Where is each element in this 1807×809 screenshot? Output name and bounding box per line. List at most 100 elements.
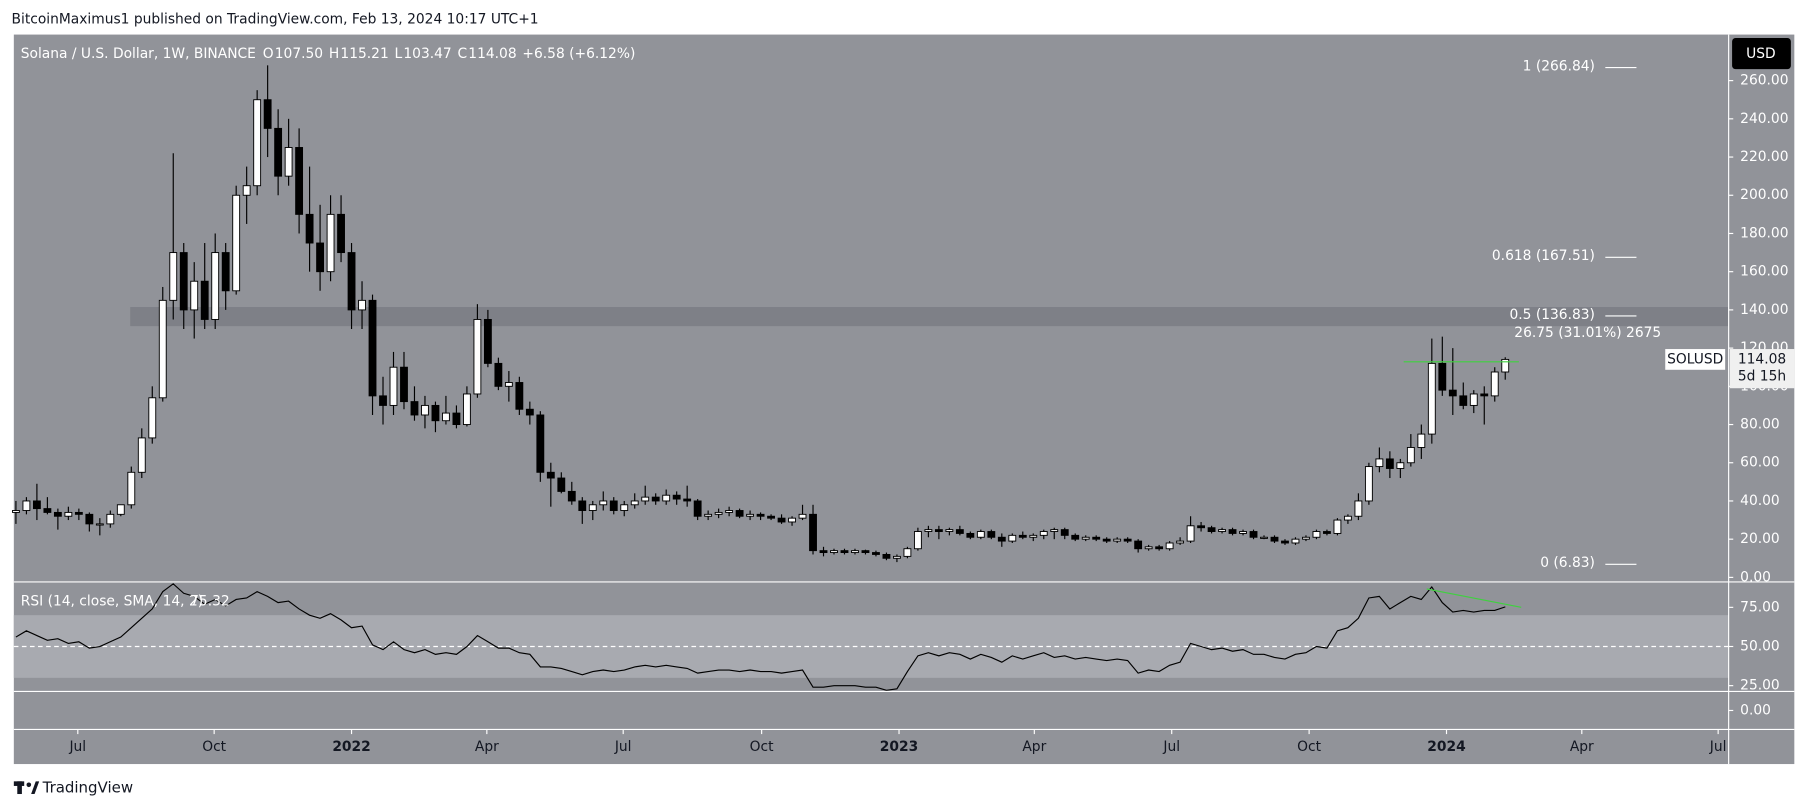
candle-body [872, 552, 880, 555]
candle-body [452, 412, 461, 425]
logo-mark [31, 781, 40, 795]
ohlc-value: 114.08 [468, 46, 516, 62]
x-tick-label: Oct [750, 739, 774, 755]
candle-body [368, 299, 377, 397]
candle-body [683, 498, 692, 502]
candle-body [1123, 538, 1132, 542]
y-tick-label: 40.00 [1740, 493, 1780, 509]
candle-body [704, 513, 713, 517]
candle-body [1186, 525, 1195, 542]
candle-body [1207, 527, 1216, 532]
candle-body [903, 548, 912, 557]
candle-body [400, 366, 408, 403]
rsi-title: RSI (14, close, SMA, 14, 2) [21, 594, 203, 610]
publisher: BitcoinMaximus1 published on TradingView… [12, 12, 539, 28]
candle-body [442, 412, 450, 422]
candle-body [1029, 534, 1038, 538]
y-tick-label: 0.00 [1740, 702, 1771, 718]
countdown: 5d 15h [1738, 369, 1786, 385]
candle-body [263, 99, 272, 129]
candle-body [504, 382, 513, 387]
candle-body [1039, 531, 1048, 536]
candle-body [987, 531, 996, 538]
ohlc-key: L [395, 46, 403, 62]
y-tick-label: 220.00 [1740, 149, 1788, 165]
candle-body [1354, 500, 1363, 517]
y-tick-label: 240.00 [1740, 111, 1788, 127]
candle-body [924, 529, 933, 532]
candle-body [85, 513, 94, 525]
candle-body [232, 194, 241, 292]
y-tick-label: 200.00 [1740, 187, 1788, 203]
candle-body [1406, 447, 1415, 464]
candle-body [483, 318, 492, 364]
currency[interactable]: USD [1746, 46, 1776, 62]
fib-label: 0.5 (136.83) [1509, 307, 1594, 323]
candle-body [337, 213, 345, 254]
y-tick-label: 180.00 [1740, 225, 1788, 241]
candle-body [22, 500, 31, 511]
candle-body [106, 513, 115, 525]
fib-label: 1 (266.84) [1523, 58, 1595, 74]
candle-body [861, 550, 870, 554]
candle-body [389, 366, 398, 406]
candle-body [12, 510, 20, 513]
x-tick-label: 2024 [1427, 739, 1465, 755]
y-tick-label: 25.00 [1740, 678, 1780, 694]
candle-body [1480, 393, 1489, 397]
candle-body [379, 395, 387, 406]
candle-body [53, 511, 62, 517]
candle-body [1333, 519, 1342, 534]
x-tick-label: Jul [1709, 739, 1727, 755]
candle-body [43, 508, 52, 513]
candle-body [179, 252, 188, 311]
candle-body [756, 513, 765, 517]
candle-body [578, 500, 587, 511]
candle-body [830, 550, 838, 554]
candle-body [284, 147, 293, 177]
y-tick-label: 260.00 [1740, 73, 1788, 89]
candle-body [473, 318, 482, 395]
candle-body [1364, 466, 1373, 502]
candle-body [1490, 371, 1499, 397]
y-tick-label: 0.00 [1740, 569, 1771, 585]
candle-body [525, 408, 534, 416]
candle-body [410, 401, 419, 416]
candle-body [116, 504, 125, 515]
fib-label: 0.618 (167.51) [1492, 248, 1595, 264]
candle-body [1260, 536, 1268, 539]
candle-body [1018, 534, 1027, 538]
x-tick-label: Jul [68, 739, 86, 755]
candle-body [1081, 536, 1090, 540]
candle-body [588, 504, 597, 511]
candle-body [1165, 542, 1174, 550]
y-tick-label: 60.00 [1740, 455, 1780, 471]
x-tick-label: Oct [202, 739, 226, 755]
resistance-zone [130, 307, 1729, 327]
candle-body [693, 500, 702, 517]
logo-text: TradingView [42, 779, 133, 797]
candle-body [158, 299, 167, 399]
candle-body [1270, 536, 1279, 542]
candle-body [1469, 393, 1478, 406]
candle-body [777, 517, 786, 523]
candle-body [1249, 531, 1258, 538]
candle-body [851, 550, 859, 554]
symbol-tag [1665, 349, 1726, 370]
candle-body [809, 513, 817, 552]
candle-body [462, 393, 471, 425]
candle-body [955, 529, 964, 534]
currency-button[interactable] [1732, 38, 1791, 70]
candle-body [1155, 546, 1164, 550]
candle-body [819, 550, 828, 554]
candle-body [242, 185, 251, 196]
y-tick-label: 80.00 [1740, 417, 1780, 433]
candle-body [1375, 458, 1384, 468]
candle-body [1176, 540, 1185, 544]
ohlc-key: C [457, 46, 467, 62]
candle-body [798, 513, 807, 519]
candle-body [620, 504, 629, 511]
candle-body [1396, 462, 1405, 469]
candle-body [1417, 433, 1426, 448]
candle-body [641, 496, 650, 502]
